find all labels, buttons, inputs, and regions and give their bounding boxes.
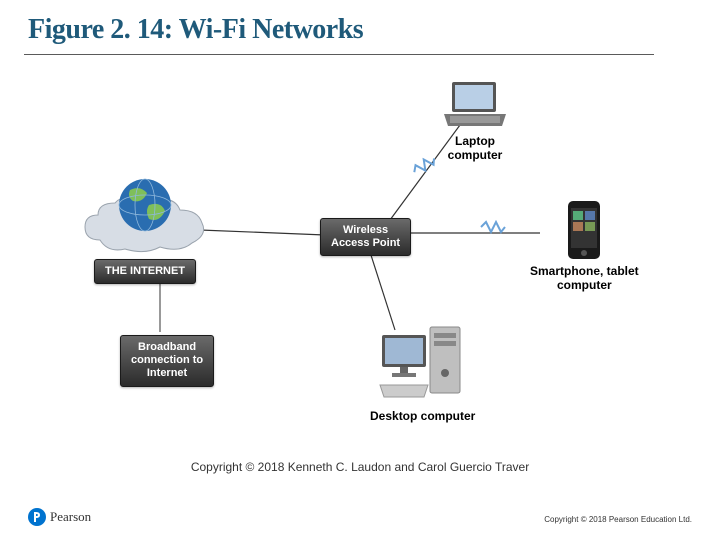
- node-internet: THE INTERNET: [80, 175, 210, 284]
- slide: Figure 2. 14: Wi-Fi Networks: [0, 0, 720, 540]
- bottom-copyright: Copyright © 2018 Pearson Education Ltd.: [544, 515, 692, 524]
- wap-label: Wireless Access Point: [320, 218, 411, 256]
- laptop-icon: [440, 80, 510, 130]
- slide-title: Figure 2. 14: Wi-Fi Networks: [28, 14, 363, 46]
- node-laptop: Laptop computer: [440, 80, 510, 163]
- broadband-label-l2: connection to: [131, 354, 203, 366]
- pearson-logo-icon: [28, 508, 46, 526]
- wap-label-l2: Access Point: [331, 237, 400, 249]
- smartphone-caption-l2: computer: [557, 278, 612, 292]
- desktop-icon: [378, 315, 468, 405]
- node-smartphone: Smartphone, tablet computer: [530, 200, 639, 293]
- footer-brand-text: Pearson: [50, 509, 91, 525]
- smartphone-caption-l1: Smartphone, tablet: [530, 264, 639, 278]
- internet-icon: [80, 175, 210, 265]
- laptop-caption-l2: computer: [448, 148, 503, 162]
- node-desktop: Desktop computer: [370, 315, 475, 423]
- wireless-icon: [480, 220, 506, 237]
- broadband-label-l1: Broadband: [138, 341, 196, 353]
- broadband-label: Broadband connection to Internet: [120, 335, 214, 387]
- laptop-caption-l1: Laptop: [455, 134, 495, 148]
- network-diagram: THE INTERNET Broadband connection to Int…: [60, 70, 670, 450]
- footer-brand: Pearson: [28, 508, 91, 526]
- mid-copyright: Copyright © 2018 Kenneth C. Laudon and C…: [0, 460, 720, 474]
- broadband-label-l3: Internet: [147, 367, 187, 379]
- wap-label-l1: Wireless: [343, 224, 388, 236]
- title-underline: [24, 54, 654, 55]
- smartphone-icon: [566, 200, 602, 260]
- node-wap: Wireless Access Point: [320, 218, 411, 256]
- desktop-caption: Desktop computer: [370, 409, 475, 423]
- node-broadband: Broadband connection to Internet: [120, 335, 214, 387]
- smartphone-caption: Smartphone, tablet computer: [530, 264, 639, 293]
- laptop-caption: Laptop computer: [448, 134, 503, 163]
